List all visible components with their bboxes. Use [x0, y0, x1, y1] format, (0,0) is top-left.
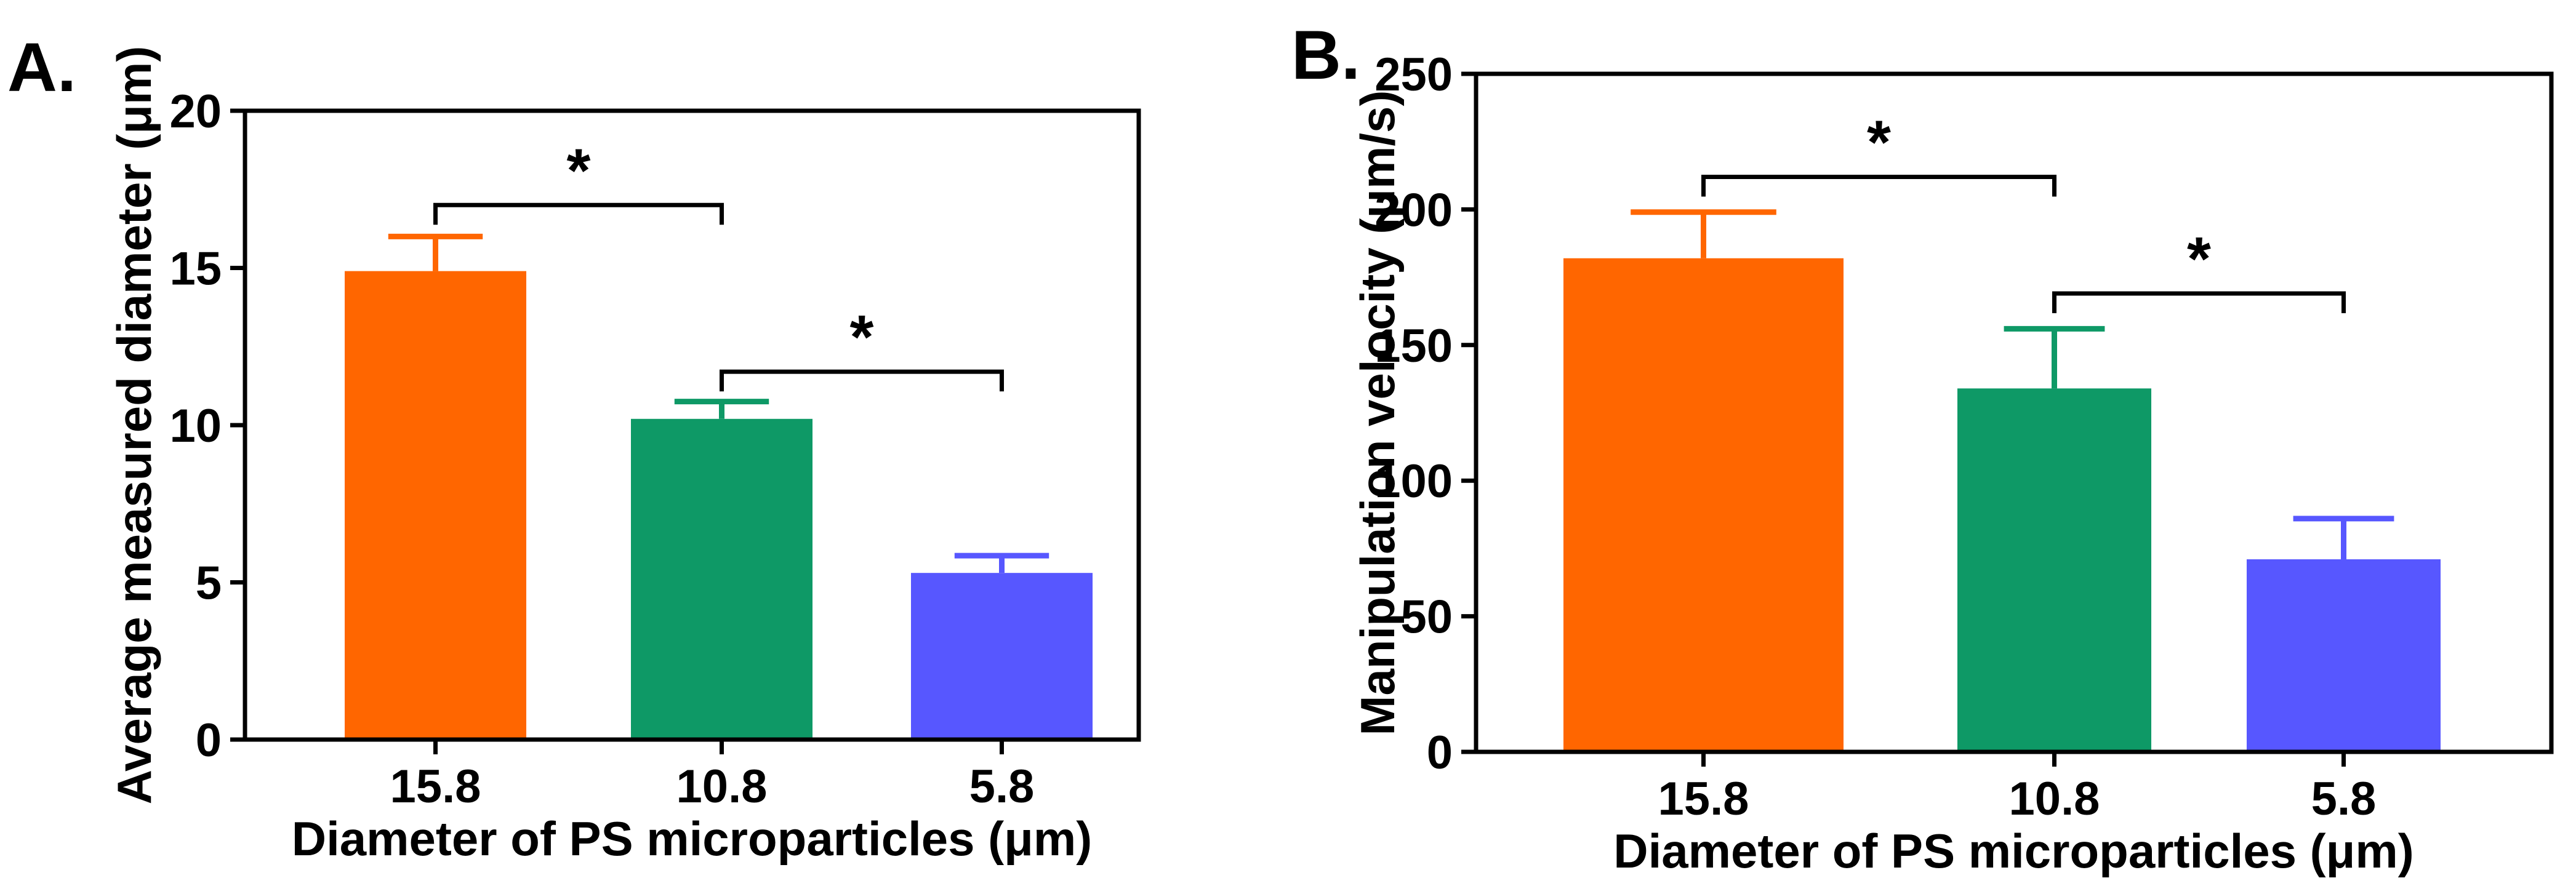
panel-label: B.	[1291, 17, 1360, 94]
y-tick-label: 200	[1374, 184, 1453, 236]
significance-star: *	[2187, 225, 2211, 293]
y-tick-label: 250	[1374, 49, 1453, 101]
y-tick-label: 0	[1427, 727, 1453, 779]
x-tick-label: 15.8	[390, 760, 481, 813]
bar-5.8	[911, 573, 1093, 740]
y-tick-label: 10	[169, 400, 222, 452]
significance-bracket	[433, 202, 724, 225]
x-tick-label: 5.8	[2311, 773, 2377, 825]
y-tick-label: 150	[1374, 320, 1453, 372]
bar-5.8	[2247, 559, 2441, 752]
significance-bracket	[2052, 291, 2346, 314]
significance-bracket	[1701, 175, 2056, 197]
y-tick-label: 50	[1400, 591, 1453, 644]
bar-15.8	[345, 271, 526, 740]
x-axis-title: Diameter of PS microparticles (μm)	[1613, 824, 2413, 878]
significance-star: *	[1867, 108, 1891, 177]
significance-bracket	[720, 369, 1004, 392]
bar-15.8	[1563, 258, 1844, 752]
x-tick-label: 15.8	[1658, 773, 1749, 825]
x-tick-label: 10.8	[2009, 773, 2100, 825]
significance-star: *	[567, 136, 591, 205]
x-tick-label: 5.8	[969, 760, 1035, 813]
plot-frame	[1474, 71, 2554, 754]
y-axis-title: Average measured diameter (μm)	[107, 46, 161, 805]
y-tick-label: 0	[196, 714, 222, 767]
y-axis-title: Manipulation velocity (μm/s)	[1350, 90, 1405, 736]
x-axis-title: Diameter of PS microparticles (μm)	[292, 812, 1092, 866]
bar-10.8	[631, 418, 813, 740]
x-tick-label: 10.8	[676, 760, 768, 813]
y-tick-label: 15	[169, 243, 222, 295]
significance-star: *	[850, 303, 874, 372]
y-tick-label: 100	[1374, 455, 1453, 508]
bar-10.8	[1957, 388, 2151, 752]
panel-label: A.	[7, 29, 76, 106]
y-tick-label: 5	[196, 557, 222, 610]
y-tick-label: 20	[169, 86, 222, 138]
